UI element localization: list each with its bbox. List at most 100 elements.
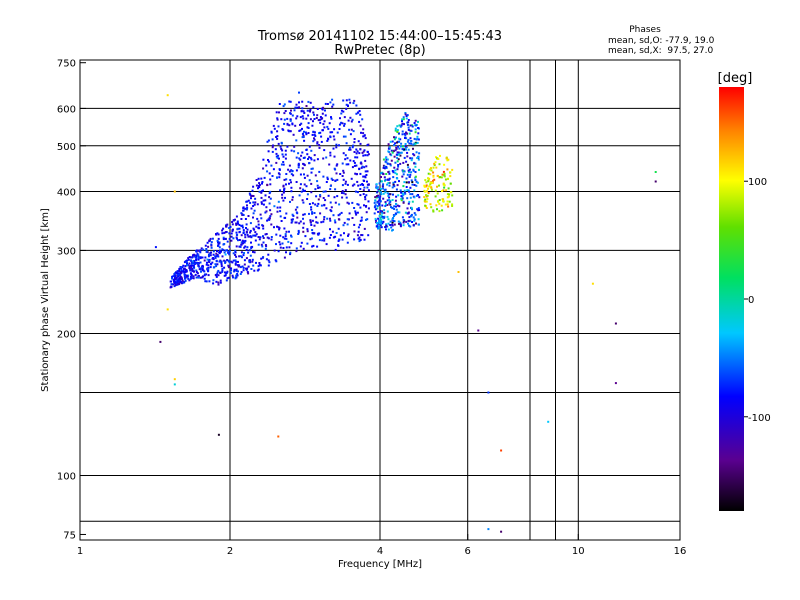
- data-point: [197, 264, 200, 267]
- data-point: [367, 207, 370, 210]
- data-point: [378, 197, 381, 200]
- data-point: [290, 109, 292, 112]
- data-point: [258, 263, 261, 266]
- data-point: [296, 115, 299, 118]
- data-point: [244, 239, 247, 242]
- data-point: [276, 225, 278, 228]
- data-point: [223, 243, 226, 245]
- data-point: [268, 261, 271, 264]
- colorbar-tick-label: 100: [748, 177, 767, 188]
- data-point: [380, 226, 383, 229]
- data-point: [366, 218, 369, 221]
- data-point: [308, 162, 311, 164]
- data-point: [337, 240, 340, 242]
- data-point: [401, 118, 404, 121]
- data-point: [394, 199, 397, 202]
- data-point: [272, 168, 275, 171]
- data-point: [335, 232, 338, 234]
- data-point: [180, 267, 182, 270]
- data-point: [285, 246, 288, 249]
- data-point: [222, 236, 225, 239]
- data-point: [265, 245, 268, 248]
- data-point: [399, 125, 402, 128]
- data-point: [245, 223, 248, 226]
- data-point: [362, 189, 365, 192]
- data-point: [238, 245, 241, 248]
- data-point: [306, 126, 309, 129]
- data-point: [173, 280, 175, 283]
- data-point: [281, 193, 284, 196]
- data-point: [406, 155, 409, 158]
- phases-title: Phases: [629, 25, 661, 35]
- data-point: [238, 255, 241, 258]
- data-point: [335, 164, 338, 167]
- data-point: [305, 133, 308, 136]
- data-point: [344, 182, 347, 185]
- data-point: [297, 162, 300, 165]
- data-point: [267, 253, 270, 256]
- data-point: [294, 106, 297, 109]
- data-point: [305, 149, 308, 151]
- data-point: [412, 147, 414, 150]
- data-point: [392, 181, 395, 184]
- data-point: [434, 189, 437, 192]
- data-point: [274, 148, 277, 151]
- data-point: [412, 169, 415, 172]
- data-point: [415, 180, 418, 183]
- data-point: [248, 235, 251, 238]
- data-point: [429, 183, 432, 186]
- data-point: [442, 199, 444, 202]
- data-point: [430, 206, 433, 209]
- data-point: [238, 230, 241, 233]
- data-point: [287, 240, 290, 243]
- data-point: [356, 234, 359, 237]
- data-point: [428, 185, 431, 188]
- data-point: [299, 220, 302, 223]
- data-point: [242, 206, 245, 209]
- colorbar: [719, 87, 744, 511]
- data-point: [432, 171, 435, 174]
- data-point: [378, 189, 381, 192]
- data-point: [446, 168, 449, 171]
- chart-subtitle: RwPretec (8p): [334, 43, 425, 58]
- data-point: [262, 256, 265, 259]
- data-point: [415, 151, 418, 154]
- data-point: [290, 186, 293, 189]
- data-point: [241, 256, 243, 259]
- data-point: [219, 279, 222, 282]
- data-point: [231, 274, 234, 277]
- data-point: [230, 269, 233, 272]
- data-point: [395, 195, 398, 198]
- data-point: [340, 121, 343, 124]
- data-point: [323, 120, 326, 123]
- data-point: [207, 245, 210, 248]
- data-point: [260, 217, 263, 220]
- data-point: [256, 203, 259, 206]
- data-point: [259, 236, 262, 239]
- data-point: [324, 190, 327, 193]
- data-point: [433, 178, 436, 181]
- data-point: [333, 128, 336, 131]
- data-point: [367, 234, 370, 237]
- data-point: [297, 229, 300, 232]
- data-point: [190, 274, 193, 277]
- data-point: [298, 91, 300, 94]
- data-point: [172, 283, 174, 286]
- data-point: [346, 223, 349, 226]
- data-point: [251, 258, 254, 261]
- data-point: [278, 168, 281, 171]
- data-point: [414, 171, 417, 173]
- data-point: [212, 258, 215, 261]
- data-point: [246, 204, 248, 207]
- data-point: [326, 176, 329, 179]
- data-point: [178, 268, 181, 270]
- data-point: [197, 254, 200, 257]
- data-point: [395, 188, 398, 191]
- data-point: [380, 176, 382, 178]
- outlier-point: [614, 322, 617, 325]
- data-point: [312, 130, 315, 133]
- data-point: [228, 250, 231, 253]
- data-point: [170, 283, 173, 286]
- outlier-point: [277, 435, 280, 438]
- data-point: [311, 211, 314, 214]
